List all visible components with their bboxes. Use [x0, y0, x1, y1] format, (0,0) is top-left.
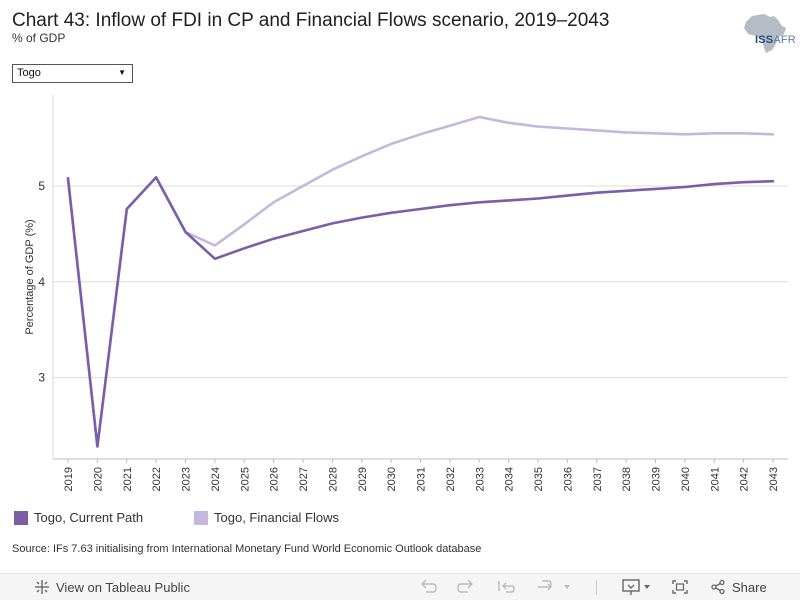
y-axis-ticks: 3 4 5 [38, 179, 45, 385]
x-tick-label: 2026 [269, 467, 281, 491]
x-tick-label: 2041 [709, 467, 721, 491]
x-axis-ticks: 2019 2020 2021 2022 2023 2024 2025 2026 2027 2028… [63, 459, 780, 491]
x-tick-label: 2035 [533, 467, 545, 491]
view-on-tableau-button[interactable]: View on Tableau Public [34, 579, 190, 595]
series-line-togo-current-path[interactable] [66, 176, 775, 448]
legend-label: Togo, Current Path [34, 510, 144, 525]
x-tick-label: 2030 [386, 467, 398, 491]
legend-swatch [194, 510, 208, 525]
x-tick-label: 2033 [474, 467, 486, 491]
x-tick-label: 2023 [181, 467, 193, 491]
x-tick-label: 2043 [768, 467, 780, 491]
y-tick-label: 4 [38, 275, 45, 289]
x-tick-label: 2029 [357, 467, 369, 491]
x-tick-label: 2019 [63, 467, 75, 491]
y-tick-label: 3 [38, 371, 45, 385]
x-tick-label: 2031 [416, 467, 428, 491]
x-tick-label: 2037 [592, 467, 604, 491]
share-button[interactable]: Share [710, 579, 767, 595]
chart-title: Chart 43: Inflow of FDI in CP and Financ… [12, 10, 610, 31]
download-icon[interactable] [620, 578, 654, 596]
y-tick-label: 5 [38, 179, 45, 193]
y-axis-label: Percentage of GDP (%) [24, 219, 36, 334]
country-select-value: Togo [17, 67, 41, 79]
tableau-logo-icon [35, 580, 49, 594]
toolbar-divider [596, 580, 597, 595]
refresh-icon[interactable] [534, 578, 572, 596]
grid-lines [53, 185, 788, 379]
tableau-toolbar: View on Tableau Public Sh [0, 573, 800, 600]
x-tick-label: 2024 [210, 467, 222, 491]
x-tick-label: 2036 [562, 467, 574, 491]
undo-icon[interactable] [418, 578, 438, 596]
x-tick-label: 2021 [122, 467, 134, 491]
x-tick-label: 2027 [298, 467, 310, 491]
share-icon [711, 579, 725, 595]
redo-icon[interactable] [456, 578, 476, 596]
x-tick-label: 2028 [327, 467, 339, 491]
series-lines [66, 115, 775, 448]
line-chart: 345 Percentage of GDP (%) 2019 2020 2021 20… [24, 95, 788, 491]
x-tick-label: 2032 [445, 467, 457, 491]
legend-swatch [14, 510, 28, 525]
chart-subtitle: % of GDP [12, 31, 66, 45]
x-tick-label: 2034 [504, 467, 516, 491]
view-on-tableau-label: View on Tableau Public [56, 579, 190, 595]
legend-item-financial-flows[interactable]: Togo, Financial Flows [194, 510, 339, 525]
x-tick-label: 2025 [239, 467, 251, 491]
country-select[interactable]: Togo ▼ [12, 64, 133, 83]
chevron-down-icon: ▼ [118, 68, 126, 77]
x-tick-label: 2039 [651, 467, 663, 491]
legend-item-current-path[interactable]: Togo, Current Path [14, 510, 143, 525]
fullscreen-icon[interactable] [670, 578, 690, 596]
revert-icon[interactable] [496, 578, 516, 596]
x-tick-label: 2042 [739, 467, 751, 491]
logo-text: ISSAFR [755, 34, 796, 46]
x-tick-label: 2040 [680, 467, 692, 491]
x-tick-label: 2038 [621, 467, 633, 491]
share-label: Share [732, 579, 767, 595]
source-note: Source: IFs 7.63 initialising from Inter… [12, 543, 482, 555]
africa-map-logo-icon [744, 14, 786, 53]
x-tick-label: 2020 [92, 467, 104, 491]
legend-label: Togo, Financial Flows [214, 510, 339, 525]
x-tick-label: 2022 [151, 467, 163, 491]
